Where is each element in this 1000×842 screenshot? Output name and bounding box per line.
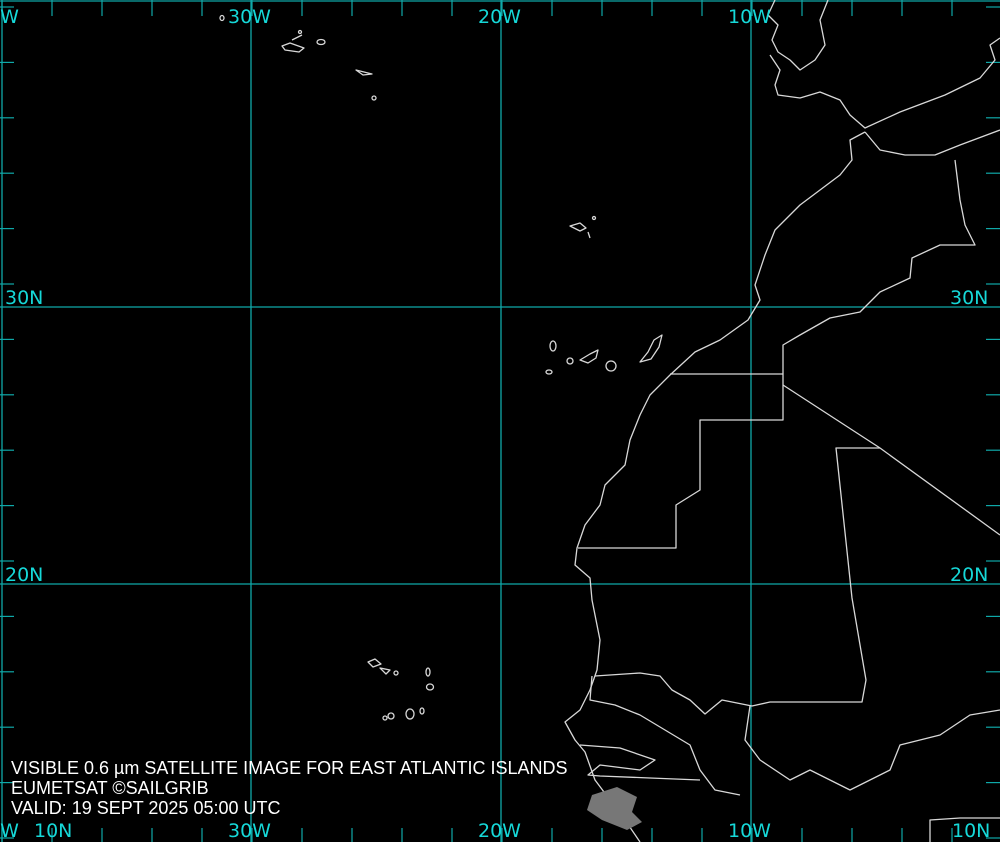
bottom-label-30w: 30W xyxy=(228,820,271,842)
mauritania-algeria-border xyxy=(782,384,1000,536)
iberia-coast xyxy=(767,0,829,71)
caption-valid-time: VALID: 19 SEPT 2025 05:00 UTC xyxy=(11,798,281,818)
azores-islands xyxy=(219,14,377,101)
top-label-20w: 20W xyxy=(478,6,521,28)
madeira-islands xyxy=(569,215,597,239)
right-label-20n: 20N xyxy=(950,564,989,586)
left-label-30n: 30N xyxy=(5,287,44,309)
cape-verde-islands xyxy=(367,658,435,721)
gambia-border xyxy=(579,744,701,781)
top-label-40w: 0W xyxy=(0,6,19,28)
caption-source: EUMETSAT ©SAILGRIB xyxy=(11,778,209,798)
left-label-10n: 10N xyxy=(34,820,73,842)
north-africa-coast xyxy=(864,129,1000,156)
right-label-10n: 10N xyxy=(952,820,991,842)
western-sahara-border xyxy=(578,373,784,549)
mauritania-mali-border xyxy=(594,447,880,715)
caption-title: VISIBLE 0.6 µm SATELLITE IMAGE FOR EAST … xyxy=(11,758,568,778)
top-label-10w: 10W xyxy=(728,6,771,28)
algeria-morocco-border xyxy=(782,159,976,374)
bottom-label-10w: 10W xyxy=(728,820,771,842)
coastlines xyxy=(219,0,1000,842)
top-label-30w: 30W xyxy=(228,6,271,28)
guinea-border xyxy=(929,817,1000,842)
canary-islands xyxy=(545,334,663,375)
left-label-20n: 20N xyxy=(5,564,44,586)
right-label-30n: 30N xyxy=(950,287,989,309)
iberia-south-coast xyxy=(769,37,1000,129)
morocco-coast xyxy=(564,131,866,842)
cloud-patches xyxy=(587,787,642,830)
senegal-border xyxy=(589,675,741,796)
mali-border xyxy=(744,705,1000,791)
bottom-label-40w: 0W xyxy=(0,820,19,842)
bottom-label-20w: 20W xyxy=(478,820,521,842)
